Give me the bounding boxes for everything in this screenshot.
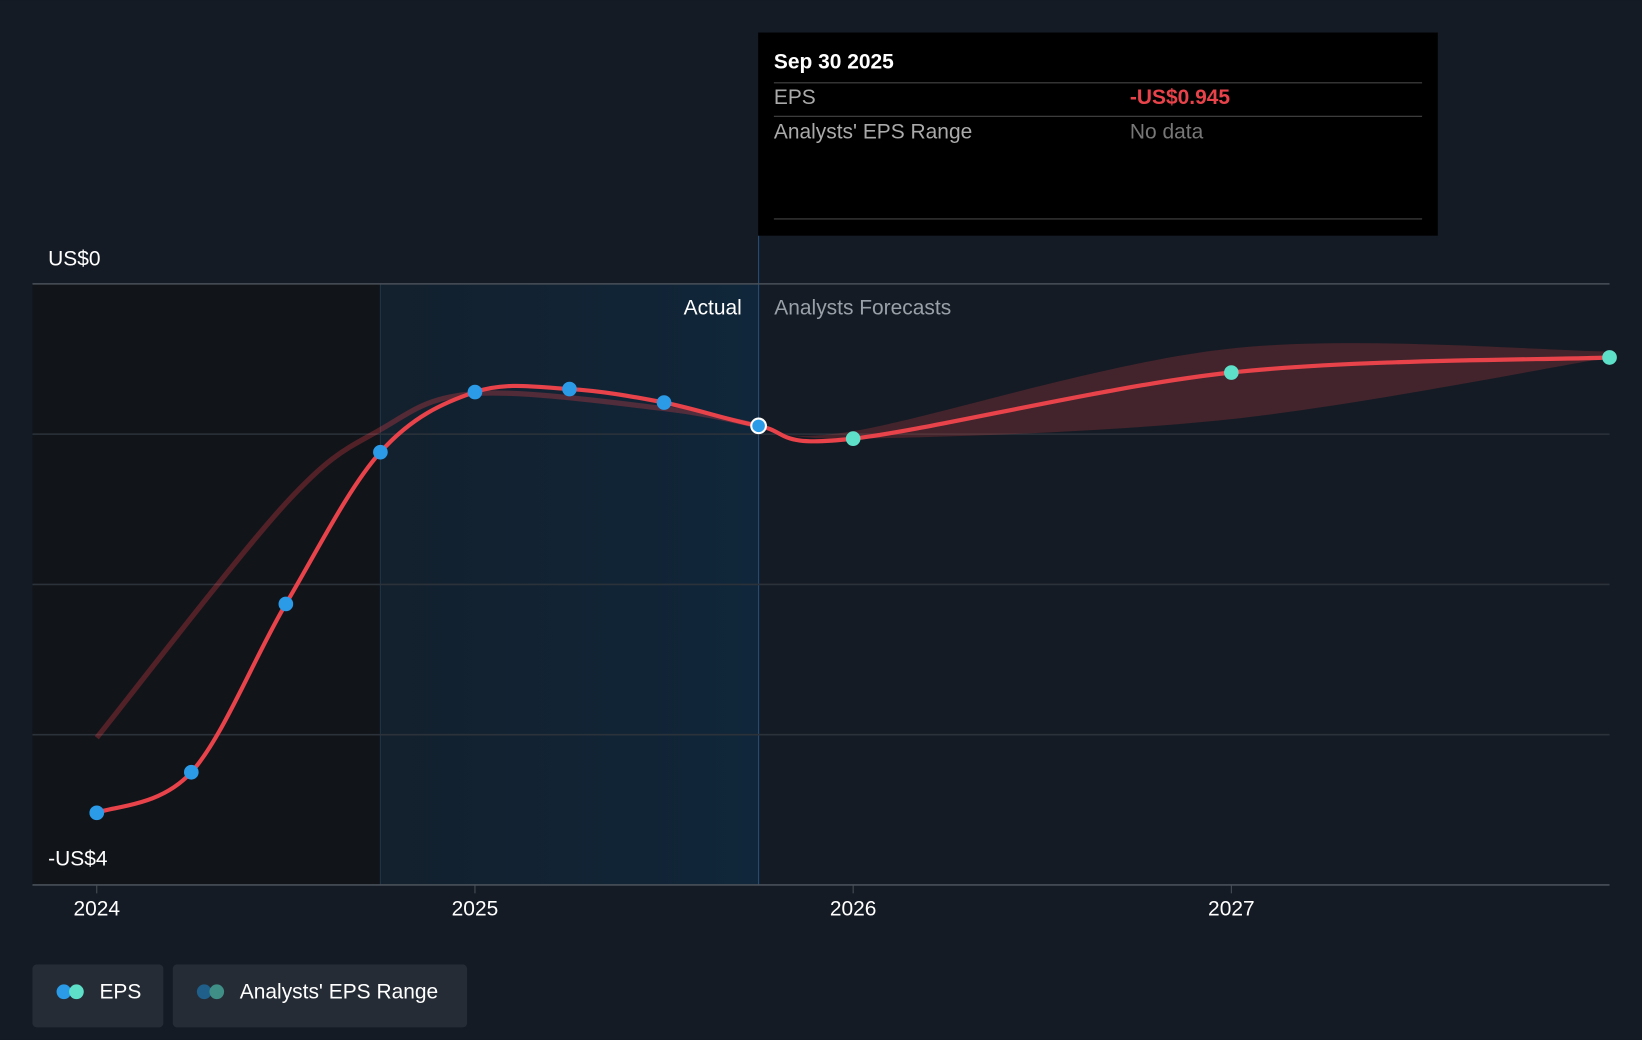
tooltip-value: -US$0.945 <box>1130 86 1230 109</box>
actual-label: Actual <box>684 297 742 320</box>
eps-point <box>656 395 672 410</box>
forecast-label: Analysts Forecasts <box>774 297 951 320</box>
legend-label: EPS <box>99 980 141 1003</box>
eps-point <box>1224 365 1239 380</box>
x-tick-label: 2024 <box>73 898 120 921</box>
range-area <box>758 343 1610 439</box>
tooltip-label: Analysts' EPS Range <box>774 121 972 144</box>
eps-point <box>750 417 767 435</box>
y-tick-label: US$0 <box>48 247 100 270</box>
eps-line <box>95 355 1610 815</box>
eps-point <box>562 381 577 397</box>
marks <box>89 343 1617 821</box>
legend: EPS Analysts' EPS Range <box>32 964 468 1028</box>
eps-point <box>89 805 105 821</box>
tooltip-label: EPS <box>774 86 816 109</box>
legend-button[interactable] <box>172 964 468 1028</box>
eps-point <box>845 431 861 446</box>
legend-swatch <box>196 984 212 1000</box>
legend-swatch <box>56 984 72 1000</box>
tooltip-box <box>758 32 1438 236</box>
x-tick-label: 2025 <box>452 898 499 921</box>
x-tick-label: 2027 <box>1208 898 1255 921</box>
tooltip-value: No data <box>1130 121 1204 144</box>
legend-label: Analysts' EPS Range <box>240 980 438 1003</box>
eps-point <box>1602 350 1617 365</box>
x-tick-label: 2026 <box>830 898 877 921</box>
eps-point <box>467 384 483 400</box>
legend-swatch <box>209 984 225 1000</box>
tooltip-date: Sep 30 2025 <box>774 50 894 73</box>
eps-point <box>183 764 199 780</box>
eps-point <box>278 596 294 612</box>
legend-button[interactable] <box>32 964 164 1028</box>
legend-swatch <box>69 984 84 1000</box>
y-tick-label: -US$4 <box>48 847 108 870</box>
eps-point <box>373 444 388 460</box>
tooltip: Sep 30 2025 EPS -US$0.945 Analysts' EPS … <box>758 32 1438 236</box>
